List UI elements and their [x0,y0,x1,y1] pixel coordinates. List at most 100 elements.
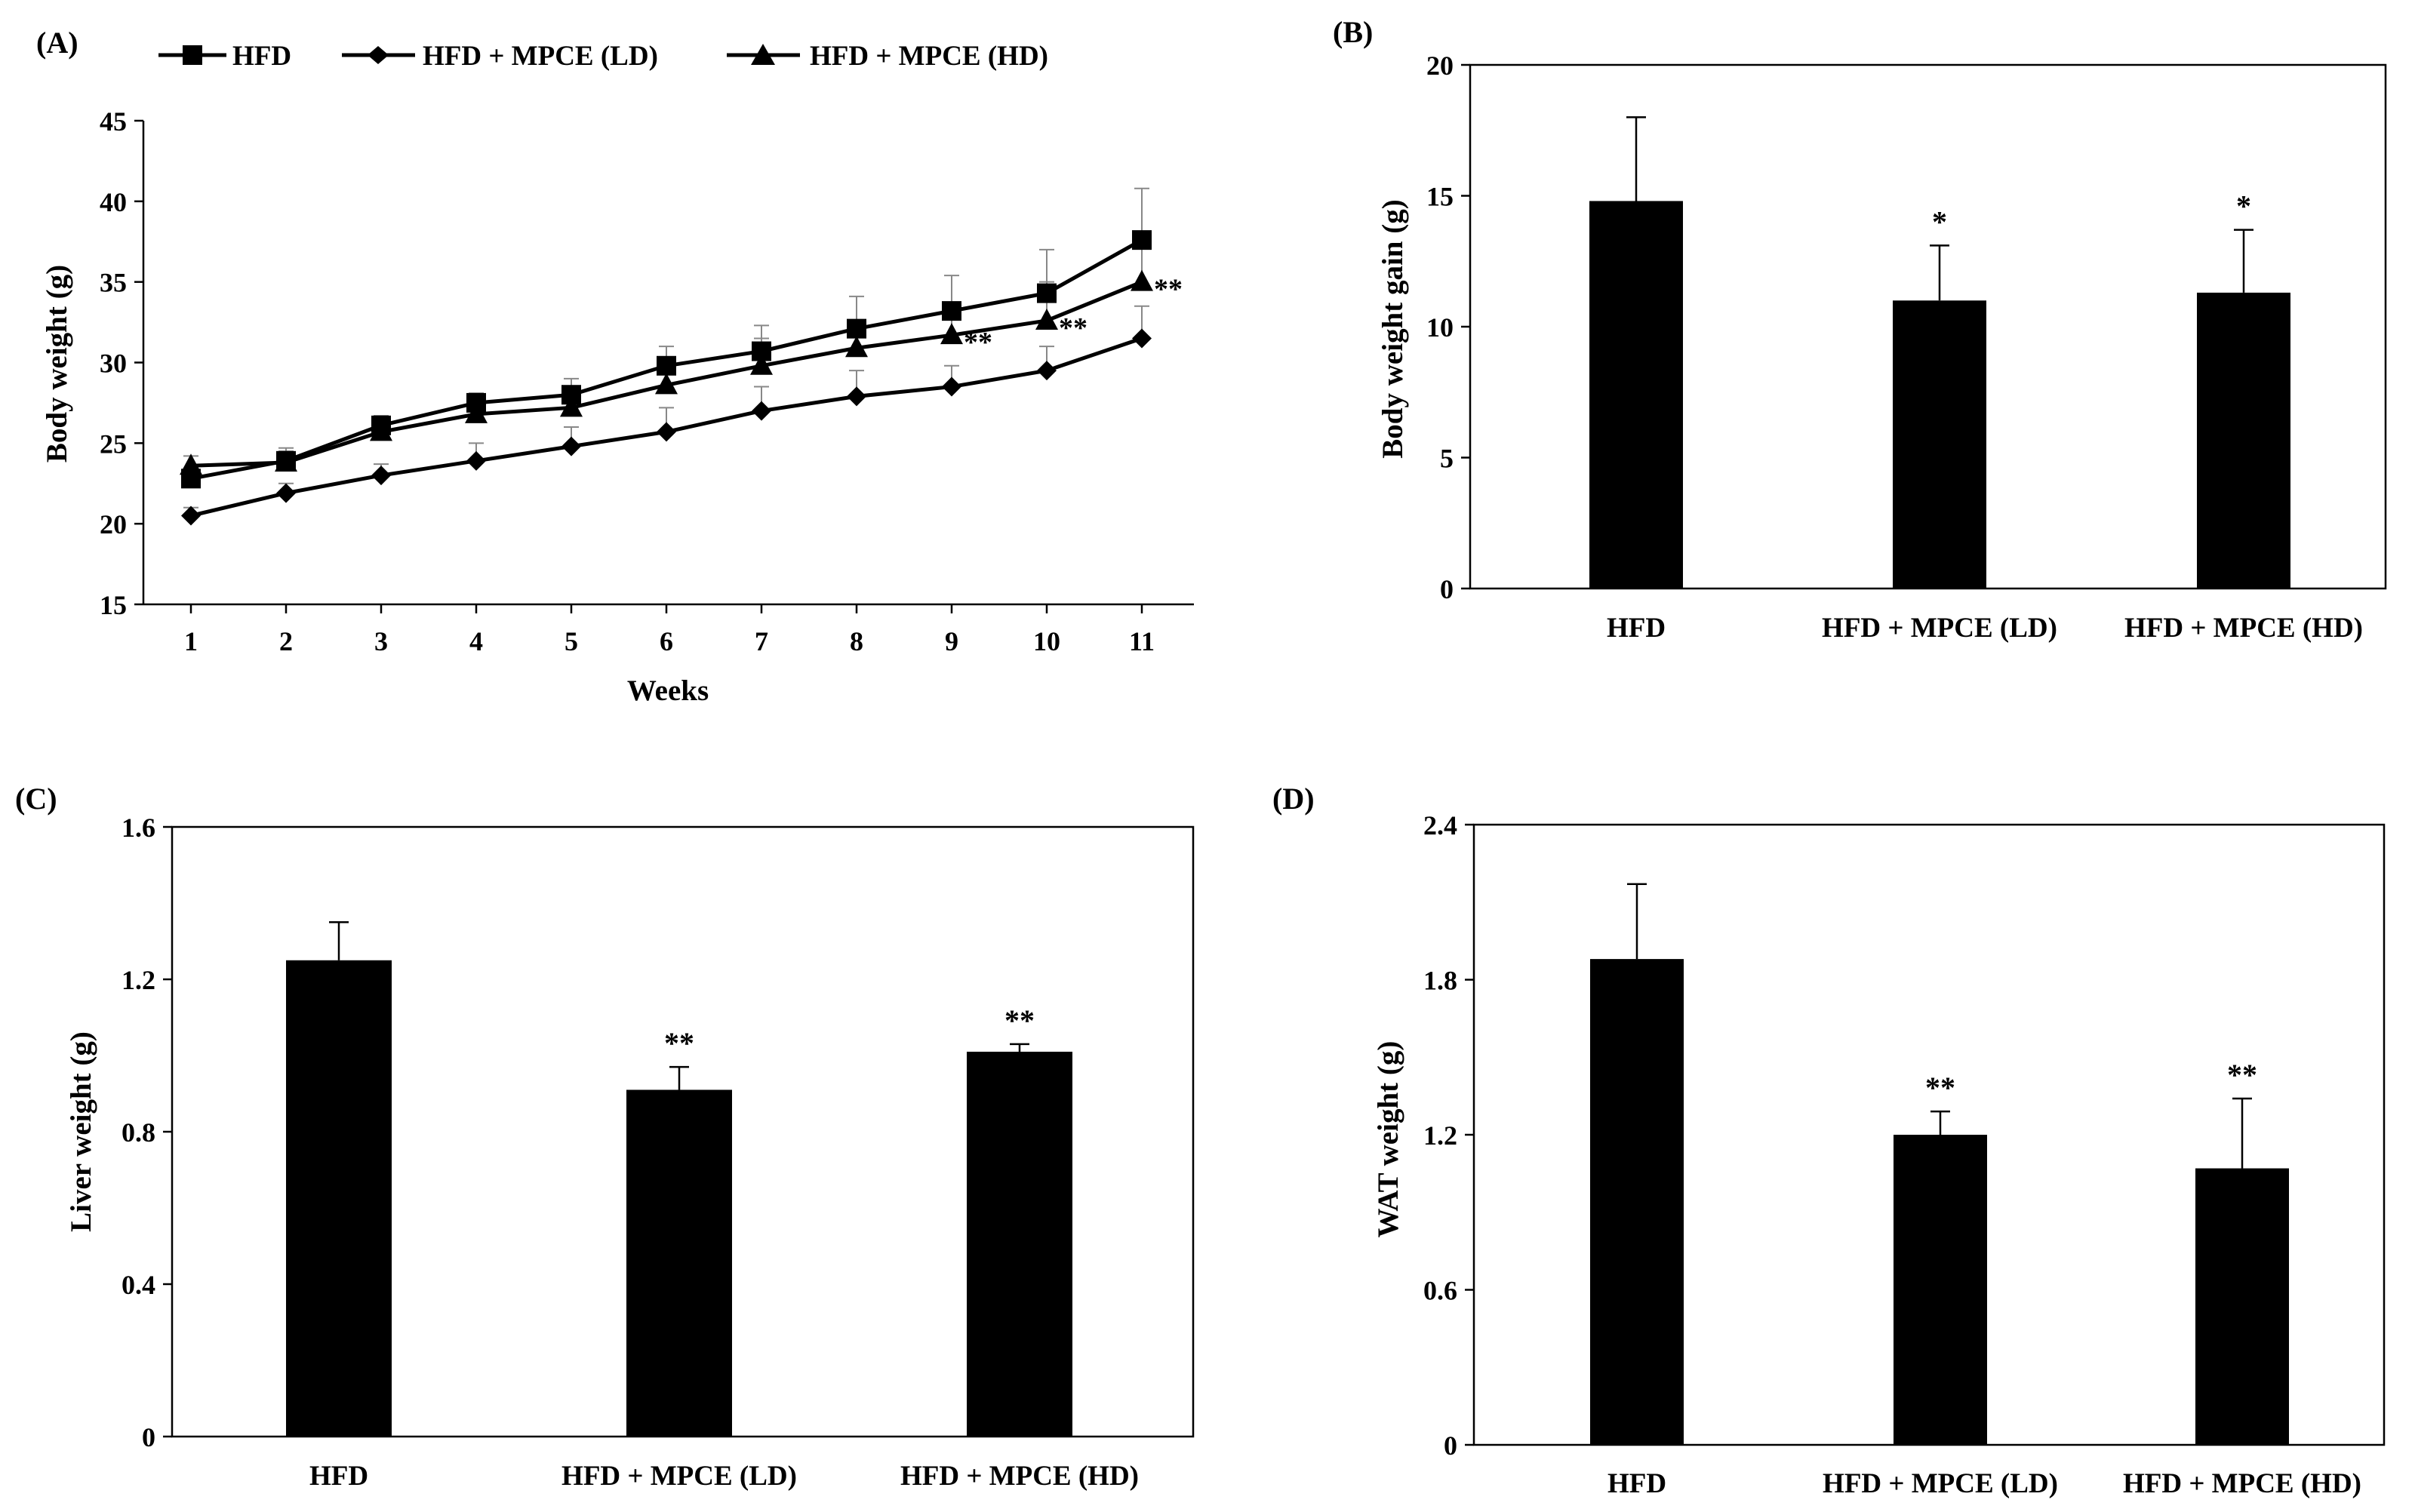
significance-marker: ** [1059,312,1088,344]
panel-a-y-label: Body weight (g) [41,265,73,463]
panel-c: (C) 0 0.4 0.8 1.2 1.6 ** ** HFD HFD + MPCE (LD… [15,782,1195,1492]
panel-b-category-labels: HFD HFD + MPCE (LD) HFD + MPCE (HD) [1607,613,2363,644]
y-tick-label: 40 [100,187,127,217]
panel-c-plot-area: ** ** [286,921,1072,1437]
y-tick-label: 35 [100,268,127,298]
panel-c-category-labels: HFD HFD + MPCE (LD) HFD + MPCE (HD) [309,1461,1139,1492]
x-tick-label: 1 [184,626,198,656]
x-tick-label: 11 [1129,626,1155,656]
y-tick-label: 1.8 [1423,966,1457,996]
legend-hd-triangle-marker [751,44,775,65]
data-point-hfd [847,318,866,339]
category-label-hfd-mpce-ld: HFD + MPCE (LD) [1822,613,2057,644]
panel-a-x-ticks: 1 2 3 4 5 6 7 8 9 10 11 [184,604,1155,656]
y-tick-label: 1.6 [122,813,155,843]
panel-d-plot-area: ** ** [1590,883,2289,1445]
panel-c-y-ticks: 0 0.4 0.8 1.2 1.6 [122,813,172,1452]
panel-a-legend: HFD HFD + MPCE (LD) HFD + MPCE (HD) [158,41,1048,72]
data-point-hfd-mpce-hd [1035,308,1058,330]
bar-hfd-mpce-hd [2197,292,2290,589]
data-point-hfd-mpce-ld [371,466,391,486]
legend-hfd-square-marker [183,45,202,65]
legend-ld-diamond-marker [368,46,389,64]
data-point-hfd-mpce-ld [942,376,961,397]
category-label-hfd-mpce-hd: HFD + MPCE (HD) [900,1461,1139,1492]
bar-hfd [1589,201,1683,589]
y-tick-label: 0.6 [1423,1276,1457,1306]
data-point-hfd-mpce-ld [466,450,486,471]
panel-b-y-label: Body weight gain (g) [1377,199,1409,458]
x-tick-label: 7 [755,626,768,656]
category-label-hfd-mpce-ld: HFD + MPCE (LD) [1823,1468,2058,1499]
y-tick-label: 0.4 [122,1270,155,1300]
y-tick-label: 25 [100,429,127,459]
data-point-hfd-mpce-ld [276,483,296,503]
legend-hd-label: HFD + MPCE (HD) [810,41,1048,72]
bar-hfd [1590,959,1684,1445]
panel-d-y-ticks: 0 0.6 1.2 1.8 2.4 [1423,810,1474,1461]
data-point-hfd-mpce-ld [1132,328,1152,349]
data-point-hfd-mpce-hd [750,353,773,375]
data-point-hfd-mpce-hd [370,419,392,441]
x-tick-label: 4 [469,626,483,656]
y-tick-label: 45 [100,106,127,137]
y-tick-label: 1.2 [1423,1120,1457,1151]
data-point-hfd [657,355,676,376]
panel-c-y-label: Liver weight (g) [65,1031,97,1232]
y-tick-label: 15 [1426,182,1454,212]
y-tick-label: 15 [100,590,127,620]
panel-a-label: (A) [36,26,78,60]
category-label-hfd: HFD [1607,1468,1666,1499]
x-tick-label: 6 [660,626,673,656]
bar-hfd [286,960,392,1437]
panel-a-x-label: Weeks [627,675,709,707]
data-point-hfd [1037,283,1057,303]
data-point-hfd-mpce-hd [845,336,868,358]
significance-marker: * [1932,204,1947,238]
category-label-hfd-mpce-hd: HFD + MPCE (HD) [2124,613,2363,644]
y-tick-label: 10 [1426,312,1454,343]
data-point-hfd-mpce-hd [940,323,963,345]
category-label-hfd-mpce-ld: HFD + MPCE (LD) [561,1461,797,1492]
x-tick-label: 10 [1033,626,1060,656]
y-tick-label: 30 [100,349,127,379]
x-tick-label: 8 [850,626,863,656]
data-point-hfd-mpce-hd [560,395,583,417]
significance-marker: ** [2227,1058,2257,1092]
bar-hfd-mpce-hd [2195,1168,2289,1445]
data-point-hfd [942,301,961,321]
y-tick-label: 5 [1440,444,1454,474]
data-point-hfd-mpce-hd [275,450,297,472]
data-point-hfd-mpce-ld [181,506,201,526]
y-tick-label: 0 [142,1422,155,1452]
y-tick-label: 2.4 [1423,810,1457,841]
significance-marker: ** [964,327,992,358]
data-point-hfd-mpce-ld [1037,361,1057,381]
x-tick-label: 2 [279,626,293,656]
data-point-hfd-mpce-hd [465,401,488,423]
panel-a-plot-area: ** ** ** [180,187,1183,526]
bar-hfd-mpce-hd [967,1051,1072,1437]
category-label-hfd-mpce-hd: HFD + MPCE (HD) [2123,1468,2361,1499]
bar-hfd-mpce-ld [1893,300,1986,589]
x-tick-label: 5 [565,626,578,656]
data-point-hfd-mpce-ld [657,422,676,442]
panel-b-y-ticks: 0 5 10 15 20 [1426,51,1470,604]
y-tick-label: 20 [1426,51,1454,81]
panel-c-label: (C) [15,782,57,816]
data-point-hfd-mpce-ld [752,401,771,421]
panel-d-label: (D) [1272,782,1315,816]
bar-hfd-mpce-ld [1894,1135,1987,1445]
bar-hfd-mpce-ld [626,1089,732,1437]
panel-d-y-label: WAT weight (g) [1372,1041,1404,1238]
y-tick-label: 0 [1444,1431,1457,1461]
data-point-hfd-mpce-hd [1131,269,1153,291]
data-point-hfd [1132,230,1152,250]
data-point-hfd-mpce-ld [847,386,866,407]
significance-marker: ** [664,1026,694,1060]
panel-d: (D) 0 0.6 1.2 1.8 2.4 ** ** HFD HFD + MPCE (LD… [1272,782,2386,1499]
x-tick-label: 9 [945,626,958,656]
significance-marker: ** [1925,1071,1955,1105]
